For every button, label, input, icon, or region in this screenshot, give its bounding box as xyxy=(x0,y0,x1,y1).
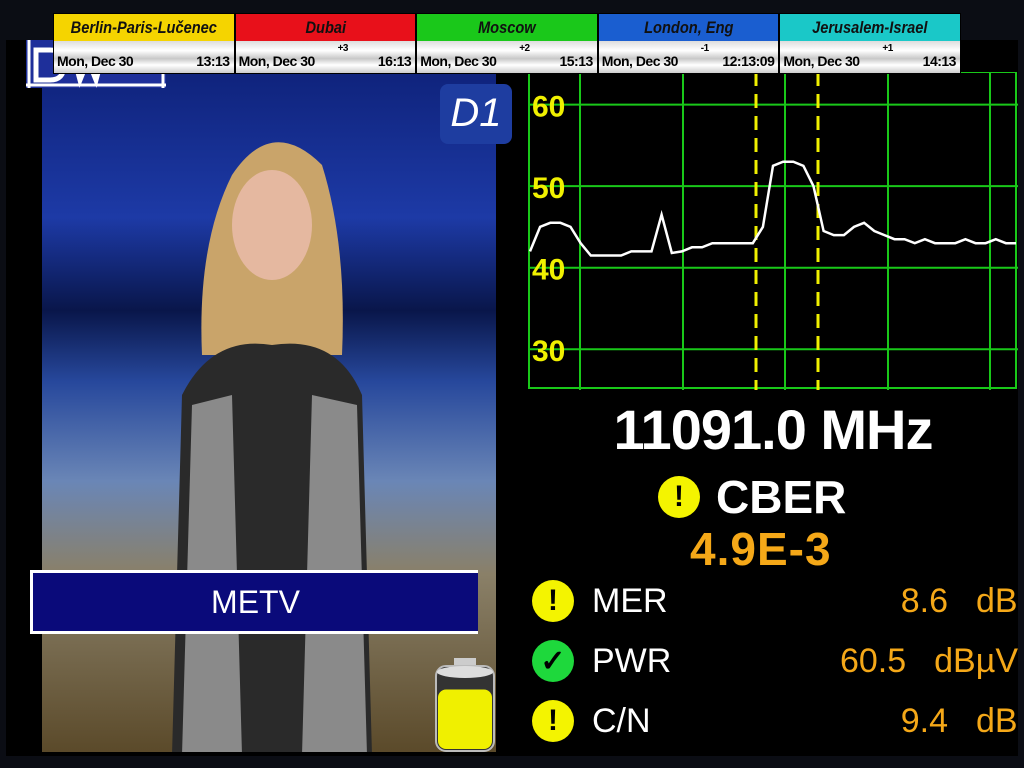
measurement-value: 8.6 xyxy=(900,581,948,620)
video-preview xyxy=(42,40,496,752)
clock-city: Jerusalem-Israel xyxy=(812,18,928,37)
warning-icon: ! xyxy=(658,476,700,518)
cber-header: ! CBER xyxy=(658,472,846,522)
battery-icon xyxy=(435,658,495,752)
spectrum-chart: 60 50 40 30 xyxy=(528,72,1018,390)
cber-label: CBER xyxy=(716,471,847,523)
measurement-name: PWR xyxy=(592,641,672,680)
warning-icon: ! xyxy=(532,700,574,742)
clock-jerusalem: Jerusalem-Israel Mon, Dec 30 +1 14:13 xyxy=(779,13,961,74)
frequency-readout: 11091.0 MHz xyxy=(613,398,934,461)
clock-date: Mon, Dec 30 xyxy=(601,53,679,69)
clock-date: Mon, Dec 30 xyxy=(57,53,134,69)
clock-time: 15:13 xyxy=(559,53,593,69)
measurement-mer: ! MER 8.6 dB xyxy=(532,576,1018,626)
y-tick-label: 30 xyxy=(532,335,565,368)
y-tick-label: 50 xyxy=(532,172,565,205)
measurement-unit: dB xyxy=(976,701,1018,740)
clock-city: Moscow xyxy=(478,18,536,37)
measurement-unit: dB xyxy=(976,581,1018,620)
clock-time: 13:13 xyxy=(196,53,230,69)
battery-level-fill xyxy=(438,689,492,749)
presenter-image xyxy=(172,142,372,752)
y-tick-label: 60 xyxy=(532,91,565,124)
channel-logo-right: D1 xyxy=(440,84,512,144)
measurement-unit: dBµV xyxy=(934,641,1018,680)
clock-time: 14:13 xyxy=(922,53,957,69)
measurement-pwr: ✓ PWR 60.5 dBµV xyxy=(532,636,1018,686)
clock-date: Mon, Dec 30 xyxy=(420,53,497,69)
measurement-name: MER xyxy=(592,581,668,620)
clock-time: 16:13 xyxy=(377,53,412,69)
warning-icon: ! xyxy=(532,580,574,622)
clock-offset: -1 xyxy=(700,43,709,54)
clock-berlin: Berlin-Paris-Lučenec Mon, Dec 30 13:13 xyxy=(53,13,235,74)
y-tick-label: 40 xyxy=(532,254,565,287)
world-clock-bar: Berlin-Paris-Lučenec Mon, Dec 30 13:13 Du… xyxy=(53,13,961,74)
clock-moscow: Moscow Mon, Dec 30 +2 15:13 xyxy=(416,13,598,74)
clock-city: Dubai xyxy=(305,18,346,37)
clock-offset: +1 xyxy=(882,43,893,54)
check-icon: ✓ xyxy=(532,640,574,682)
clock-offset: +3 xyxy=(337,43,349,54)
clock-time: 12:13:09 xyxy=(722,53,775,69)
clock-date: Mon, Dec 30 xyxy=(238,53,316,69)
cber-value: 4.9E-3 xyxy=(690,523,832,575)
spectrum-trace xyxy=(528,160,1016,257)
measurement-value: 9.4 xyxy=(900,701,948,740)
measurement-name: C/N xyxy=(592,701,651,740)
clock-city: Berlin-Paris-Lučenec xyxy=(70,18,217,37)
plot-frame xyxy=(528,72,1017,389)
clock-date: Mon, Dec 30 xyxy=(783,53,860,69)
measurement-value: 60.5 xyxy=(839,641,907,680)
clock-london: London, Eng Mon, Dec 30 -1 12:13:09 xyxy=(597,13,780,74)
clock-offset: +2 xyxy=(519,43,530,54)
clock-dubai: Dubai Mon, Dec 30 +3 16:13 xyxy=(234,13,417,74)
measurement-cn: ! C/N 9.4 dB xyxy=(532,696,1018,746)
clock-city: London, Eng xyxy=(643,18,734,37)
channel-name-banner: METV xyxy=(30,570,478,634)
